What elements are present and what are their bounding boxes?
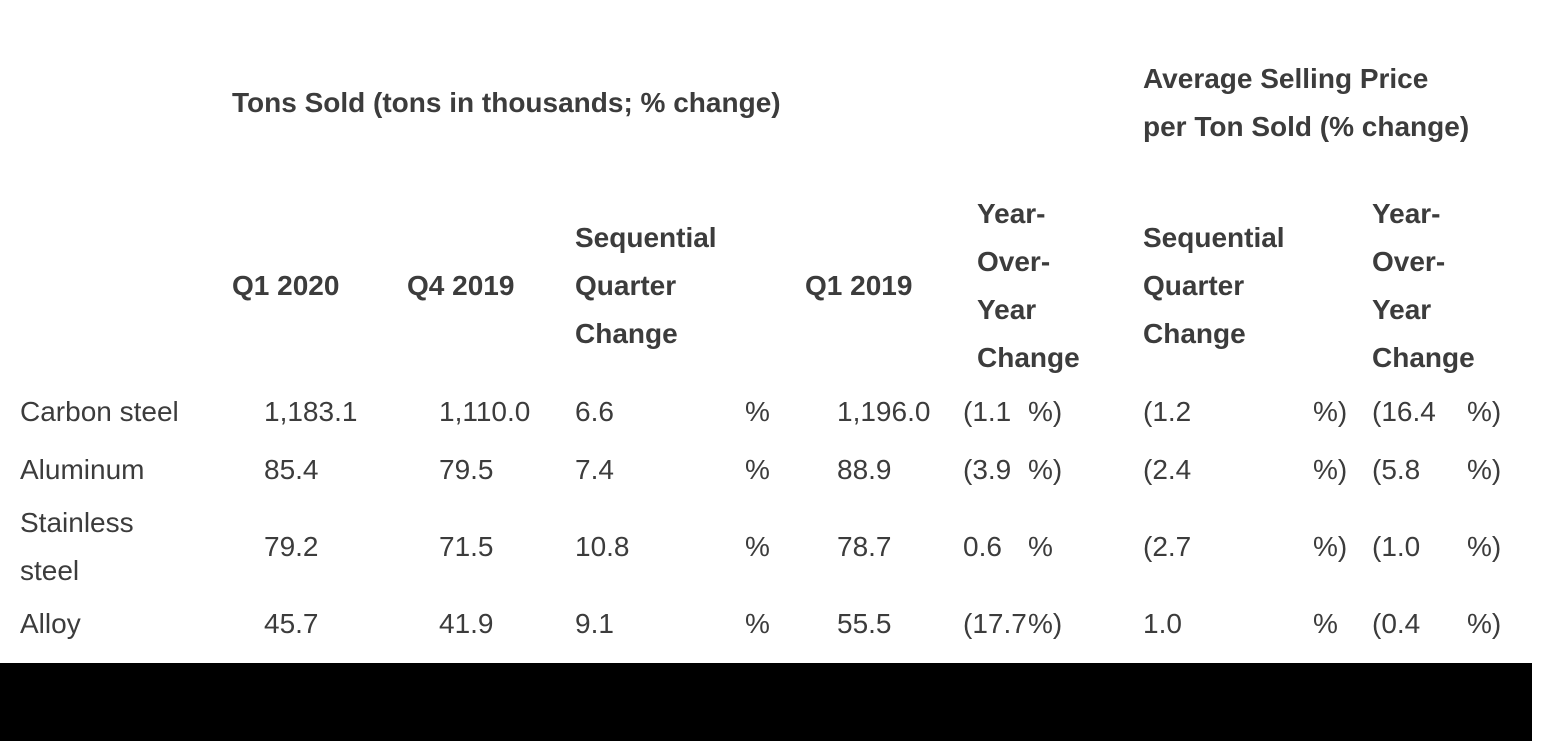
cell-q1-2020: 45.7 — [264, 608, 319, 639]
cell-yoy-change: (3.9 — [963, 454, 1012, 485]
cell-asp-seq-change: (2.4 — [1143, 454, 1192, 485]
group-header-average-selling-price-label: Average Selling Price per Ton Sold (% ch… — [1143, 63, 1470, 142]
cell-q4-2019: 41.9 — [439, 608, 494, 639]
row-label: Carbon steel — [20, 396, 179, 427]
cell-asp-yoy-change-unit: %) — [1467, 454, 1502, 485]
cell-asp-seq-change: (2.7 — [1143, 531, 1192, 562]
cell-q4-2019: 71.5 — [439, 531, 494, 562]
row-label: Aluminum — [20, 454, 145, 485]
cell-yoy-change-unit: % — [1028, 531, 1053, 562]
cell-q1-2019: 1,196.0 — [837, 396, 931, 427]
cell-seq-change: 6.6 — [575, 396, 614, 427]
bottom-black-bar — [0, 663, 1532, 741]
cell-q4-2019: 1,110.0 — [439, 396, 531, 427]
cell-asp-yoy-change-unit: %) — [1467, 608, 1502, 639]
cell-seq-change: 10.8 — [575, 531, 630, 562]
table-row-stainless-steel: Stainless steel 79.2 71.5 10.8 % 78.7 0.… — [0, 499, 1542, 595]
cell-asp-seq-change-unit: % — [1313, 608, 1338, 639]
cell-seq-change-unit: % — [745, 608, 770, 639]
tons-sold-table: Tons Sold (tons in thousands; % change) … — [0, 18, 1542, 653]
cell-yoy-change-unit: %) — [1028, 454, 1063, 485]
group-header-row: Tons Sold (tons in thousands; % change) … — [0, 18, 1542, 188]
cell-q1-2020: 79.2 — [264, 531, 319, 562]
cell-seq-change: 7.4 — [575, 454, 614, 485]
cell-asp-yoy-change-unit: %) — [1467, 531, 1502, 562]
cell-asp-yoy-change-unit: %) — [1467, 396, 1502, 427]
cell-q1-2019: 88.9 — [837, 454, 892, 485]
cell-asp-yoy-change: (5.8 — [1372, 454, 1421, 485]
column-header-q4-2019: Q4 2019 — [407, 269, 515, 301]
cell-yoy-change-unit: %) — [1028, 396, 1063, 427]
cell-seq-change: 9.1 — [575, 608, 614, 639]
column-header-asp-sequential-quarter-change: Sequential Quarter Change — [1143, 221, 1285, 349]
column-header-q1-2020: Q1 2020 — [232, 269, 340, 301]
column-header-row: Q1 2020 Q4 2019 Sequential Quarter Chang… — [0, 188, 1542, 383]
table-row-alloy: Alloy 45.7 41.9 9.1 % 55.5 (17.7 %) 1.0 … — [0, 595, 1542, 653]
cell-asp-yoy-change: (0.4 — [1372, 608, 1421, 639]
cell-asp-yoy-change: (16.4 — [1372, 396, 1436, 427]
row-label: Alloy — [20, 608, 81, 639]
cell-seq-change-unit: % — [745, 454, 770, 485]
cell-q1-2019: 78.7 — [837, 531, 892, 562]
cell-q1-2020: 1,183.1 — [264, 396, 358, 427]
cell-asp-seq-change: (1.2 — [1143, 396, 1192, 427]
cell-yoy-change: (1.1 — [963, 396, 1012, 427]
cell-yoy-change-unit: %) — [1028, 608, 1063, 639]
cell-yoy-change: 0.6 — [963, 531, 1002, 562]
cell-q4-2019: 79.5 — [439, 454, 494, 485]
group-header-tons-sold: Tons Sold (tons in thousands; % change) — [232, 79, 1143, 127]
column-header-sequential-quarter-change: Sequential Quarter Change — [575, 221, 717, 349]
cell-seq-change-unit: % — [745, 396, 770, 427]
group-header-average-selling-price: Average Selling Price per Ton Sold (% ch… — [1143, 55, 1542, 151]
cell-q1-2020: 85.4 — [264, 454, 319, 485]
cell-asp-seq-change-unit: %) — [1313, 396, 1348, 427]
table-row-carbon-steel: Carbon steel 1,183.1 1,110.0 6.6 % 1,196… — [0, 383, 1542, 441]
cell-yoy-change: (17.7 — [963, 608, 1027, 639]
column-header-asp-year-over-year-change: Year-Over-Year Change — [1372, 197, 1475, 373]
column-header-q1-2019: Q1 2019 — [805, 269, 913, 301]
table-row-aluminum: Aluminum 85.4 79.5 7.4 % 88.9 (3.9 %) (2… — [0, 441, 1542, 499]
row-label: Stainless steel — [20, 507, 134, 586]
group-header-tons-sold-label: Tons Sold (tons in thousands; % change) — [232, 87, 781, 118]
cell-asp-yoy-change: (1.0 — [1372, 531, 1421, 562]
cell-q1-2019: 55.5 — [837, 608, 892, 639]
cell-seq-change-unit: % — [745, 531, 770, 562]
cell-asp-seq-change: 1.0 — [1143, 608, 1182, 639]
cell-asp-seq-change-unit: %) — [1313, 531, 1348, 562]
column-header-year-over-year-change: Year-Over-Year Change — [977, 197, 1080, 373]
cell-asp-seq-change-unit: %) — [1313, 454, 1348, 485]
